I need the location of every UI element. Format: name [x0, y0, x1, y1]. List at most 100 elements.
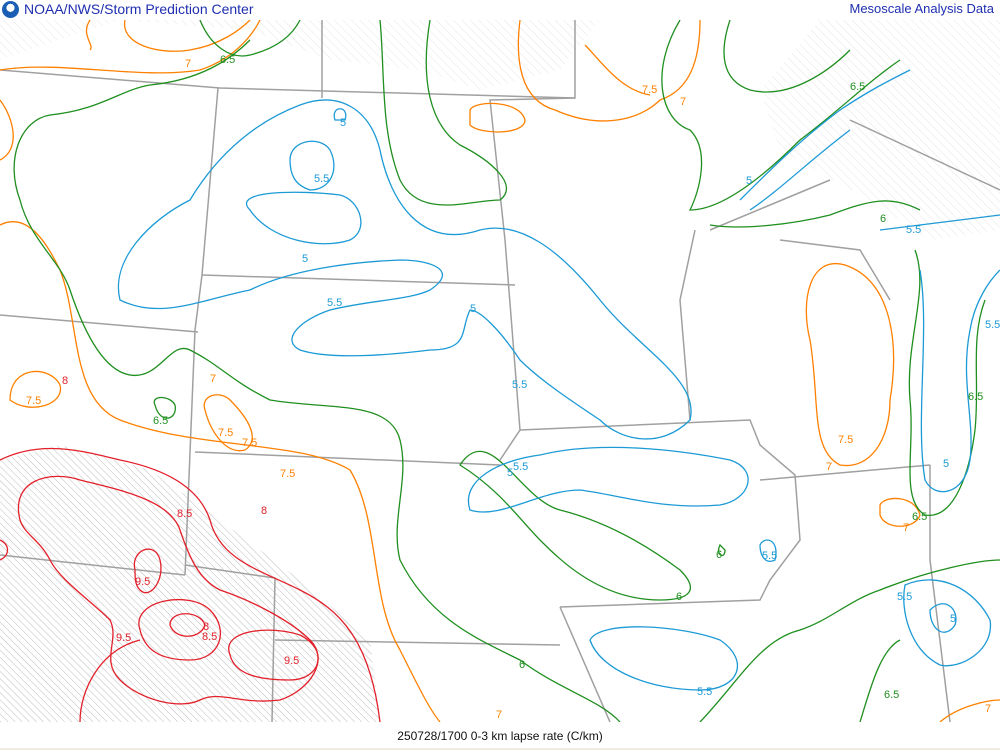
- contour-label: 5: [340, 117, 346, 129]
- contour-label: 5.5: [314, 173, 329, 185]
- contour-label: 5.5: [513, 461, 528, 473]
- header: NOAA/NWS/Storm Prediction Center Mesosca…: [0, 0, 1000, 20]
- contour-line-c7: [939, 699, 1000, 722]
- contour-label: 8: [203, 621, 209, 633]
- contour-label: 5.5: [897, 591, 912, 603]
- state-border: [0, 554, 186, 576]
- contour-label: 7.5: [242, 437, 257, 449]
- contour-label: 7.5: [26, 395, 41, 407]
- state-border: [929, 465, 951, 722]
- contour-line-c7: [203, 394, 253, 452]
- contour-line-c7: [0, 20, 261, 74]
- contour-label: 6: [880, 213, 886, 225]
- map-caption: 250728/1700 0-3 km lapse rate (C/km): [397, 729, 603, 743]
- contour-line-c7: [85, 20, 92, 51]
- contour-line-c6: [859, 639, 901, 722]
- contour-label: 7: [903, 522, 909, 534]
- contour-label: 7: [210, 373, 216, 385]
- header-product: Mesoscale Analysis Data: [849, 1, 994, 16]
- contour-line-c6: [459, 450, 692, 601]
- contour-line-c5: [246, 191, 362, 245]
- contour-line-c6: [379, 20, 508, 206]
- contour-label: 7: [680, 96, 686, 108]
- contour-line-c6: [908, 249, 986, 516]
- contour-label: 5: [470, 303, 476, 315]
- contour-line-c5: [739, 69, 911, 201]
- contour-label: 5: [507, 467, 513, 479]
- contour-label: 5.5: [327, 297, 342, 309]
- contour-line-c5: [117, 99, 692, 440]
- contour-line-c6: [661, 20, 901, 211]
- contour-label: 6: [519, 659, 525, 671]
- contour-label: 8.5: [202, 631, 217, 643]
- contour-label: 5.5: [697, 686, 712, 698]
- state-borders: [0, 20, 1000, 722]
- contour-line-c7: [469, 102, 526, 133]
- contour-label: 6: [716, 549, 722, 561]
- hatched-regions: [0, 20, 1000, 722]
- contour-line-c8: [0, 447, 381, 722]
- contour-line-c8: [228, 629, 319, 681]
- contour-label: 7.5: [642, 84, 657, 96]
- contour-line-c6: [19, 199, 621, 722]
- contour-line-c5: [919, 269, 1000, 493]
- contour-line-c5: [759, 539, 777, 562]
- contour-label: 5: [746, 175, 752, 187]
- contour-label: 9.5: [135, 576, 150, 588]
- contour-label: 6.5: [968, 391, 983, 403]
- contour-line-c8: [79, 639, 141, 722]
- contour-line-c7: [517, 20, 701, 122]
- state-border: [0, 69, 576, 99]
- contour-line-c6: [153, 396, 176, 419]
- state-border: [489, 20, 576, 461]
- contour-line-c6: [723, 20, 851, 93]
- contour-label: 5.5: [762, 550, 777, 562]
- contour-line-c8: [0, 539, 9, 561]
- contour-line-c8: [169, 613, 206, 637]
- footer-strip: [0, 748, 1000, 750]
- contour-label: 5.5: [985, 319, 1000, 331]
- contour-label: 6.5: [220, 54, 235, 66]
- contour-label: 7: [185, 58, 191, 70]
- contour-label: 5.5: [906, 224, 921, 236]
- contour-label: 8: [62, 375, 68, 387]
- contour-line-c5: [749, 129, 851, 211]
- header-title: NOAA/NWS/Storm Prediction Center: [24, 1, 254, 17]
- contour-label: 9.5: [284, 655, 299, 667]
- contour-line-c7: [584, 44, 651, 96]
- state-border: [274, 639, 561, 646]
- state-border: [0, 314, 199, 333]
- contour-line-c5: [333, 108, 347, 121]
- contour-label: 6.5: [912, 511, 927, 523]
- contour-label: 5: [950, 613, 956, 625]
- state-border: [201, 274, 516, 286]
- noaa-logo: [2, 1, 19, 18]
- contour-label: 6.5: [850, 81, 865, 93]
- state-border: [519, 419, 801, 608]
- contour-line-c5: [903, 579, 992, 667]
- contour-line-c7: [805, 262, 895, 467]
- contour-label: 9.5: [116, 632, 131, 644]
- contour-line-c8: [133, 548, 162, 594]
- contour-label: 6: [676, 591, 682, 603]
- contour-label: 5: [302, 253, 308, 265]
- contour-line-c6: [699, 559, 1000, 722]
- contour-label: 7: [985, 703, 991, 715]
- contour-line-c7: [0, 99, 14, 161]
- contour-line-c5: [879, 214, 1000, 231]
- contour-label: 6.5: [884, 689, 899, 701]
- contour-lines: [0, 20, 1000, 722]
- contour-line-c6: [709, 200, 921, 228]
- contour-line-c5: [589, 626, 738, 691]
- contour-label: 8: [261, 505, 267, 517]
- contour-line-c5: [289, 140, 335, 191]
- contour-line-c5: [467, 446, 749, 513]
- contour-line-c7: [124, 20, 251, 52]
- contour-line-c7: [879, 497, 921, 527]
- state-border: [679, 229, 696, 421]
- contour-line-c8: [138, 598, 221, 661]
- state-border: [779, 239, 891, 301]
- contour-label: 7.5: [838, 434, 853, 446]
